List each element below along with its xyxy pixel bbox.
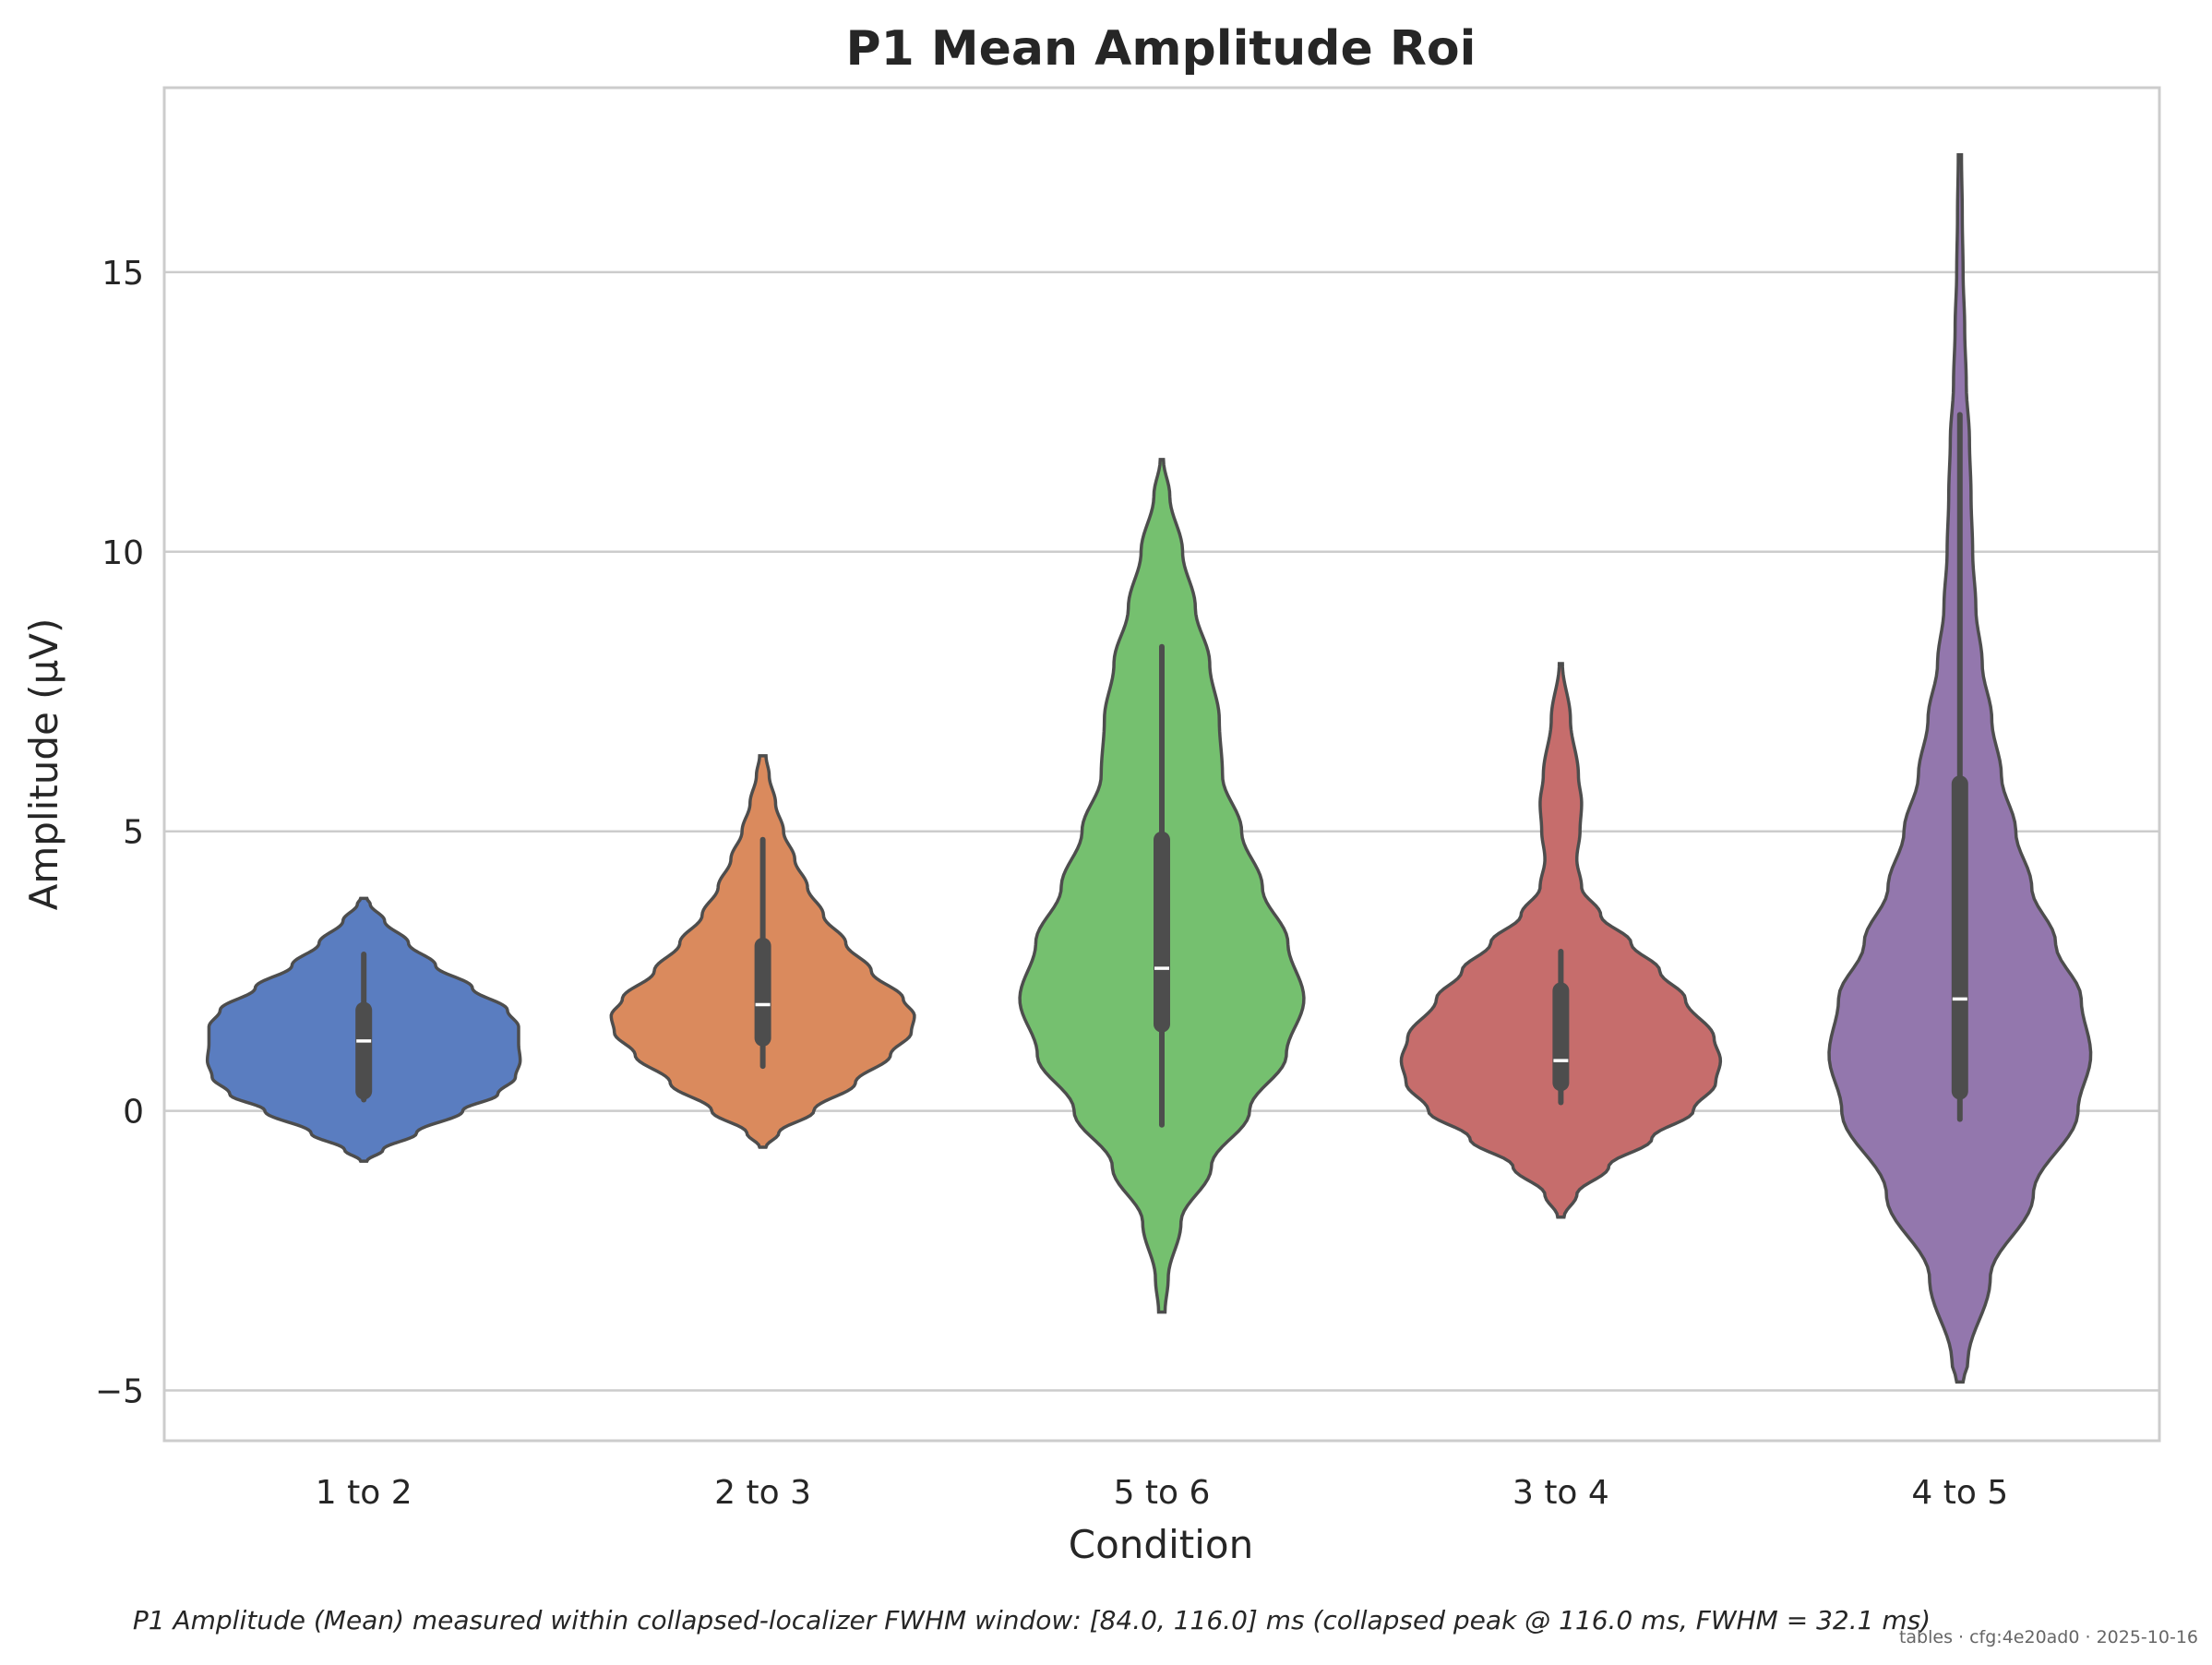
violin-1-to-2 [205,896,522,1163]
y-axis-label: Amplitude (μV) [21,618,66,911]
x-tick-label: 5 to 6 [1114,1474,1211,1512]
x-tick-label: 2 to 3 [714,1474,811,1512]
x-axis-label: Condition [1069,1522,1253,1567]
violin-5-to-6 [1018,458,1306,1314]
y-tick-label: 15 [102,255,144,293]
y-tick-labels: −5 0 5 10 15 [95,255,144,1411]
chart-title: P1 Mean Amplitude Roi [846,21,1477,77]
x-tick-labels: 1 to 2 2 to 3 5 to 6 3 to 4 4 to 5 [316,1474,2008,1512]
x-tick-label: 1 to 2 [316,1474,413,1512]
y-tick-label: −5 [95,1372,144,1410]
violin-body [1399,662,1723,1219]
figure-caption: P1 Amplitude (Mean) measured within coll… [133,1605,1931,1635]
violin-2-to-3 [609,754,916,1149]
violin-4-to-5 [1827,152,2093,1384]
y-tick-label: 5 [123,814,144,852]
footer-meta: tables · cfg:4e20ad0 · 2025-10-16 [1899,1627,2198,1647]
x-tick-label: 3 to 4 [1513,1474,1609,1512]
y-tick-label: 10 [102,534,144,572]
y-tick-label: 0 [123,1094,144,1132]
violins [205,152,2093,1384]
x-tick-label: 4 to 5 [1911,1474,2008,1512]
violin-3-to-4 [1399,662,1723,1219]
plot-frame [162,86,2161,1443]
